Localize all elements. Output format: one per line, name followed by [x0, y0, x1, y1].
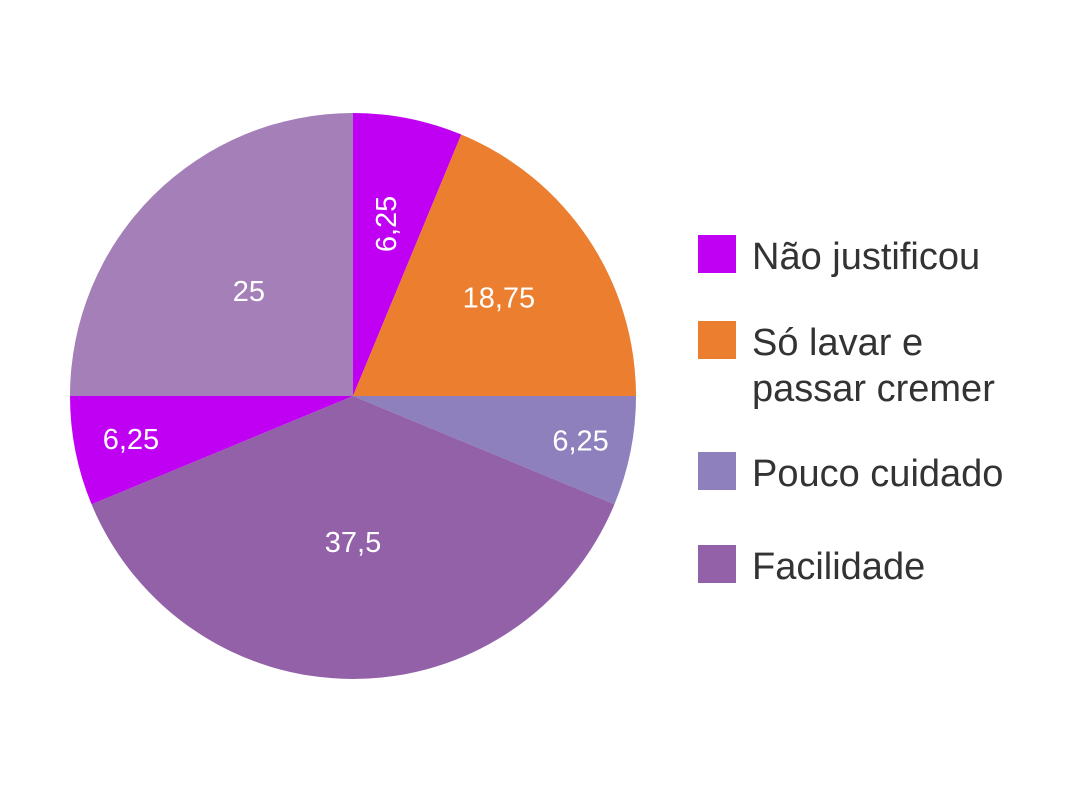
legend-item-facilidade: Facilidade [698, 544, 1052, 590]
pie-slice [353, 396, 636, 505]
slice-data-label: 6,25 [371, 196, 403, 252]
pie-slice [70, 113, 353, 396]
slice-data-label: 6,25 [103, 424, 159, 456]
slice-data-label: 25 [233, 276, 265, 308]
pie-slice [91, 396, 615, 679]
pie-slice [353, 113, 462, 396]
legend-item-so-lavar: Só lavar e passar cremer [698, 320, 1042, 412]
legend-swatch [698, 452, 736, 490]
slice-data-label: 18,75 [463, 283, 536, 315]
pie-slice [70, 396, 353, 505]
legend-item-pouco-cuidado: Pouco cuidado [698, 451, 1052, 497]
legend-item-nao-justificou: Não justificou [698, 234, 1052, 280]
legend-swatch [698, 235, 736, 273]
slice-data-label: 37,5 [325, 527, 381, 559]
pie-slice [353, 134, 636, 396]
legend-label: Não justificou [752, 236, 981, 278]
legend-label: Pouco cuidado [752, 453, 1004, 495]
legend-label: Só lavar e passar cremer [752, 322, 995, 410]
slice-data-label: 6,25 [552, 425, 608, 457]
legend-label: Facilidade [752, 546, 926, 588]
legend-swatch [698, 321, 736, 359]
legend-swatch [698, 545, 736, 583]
